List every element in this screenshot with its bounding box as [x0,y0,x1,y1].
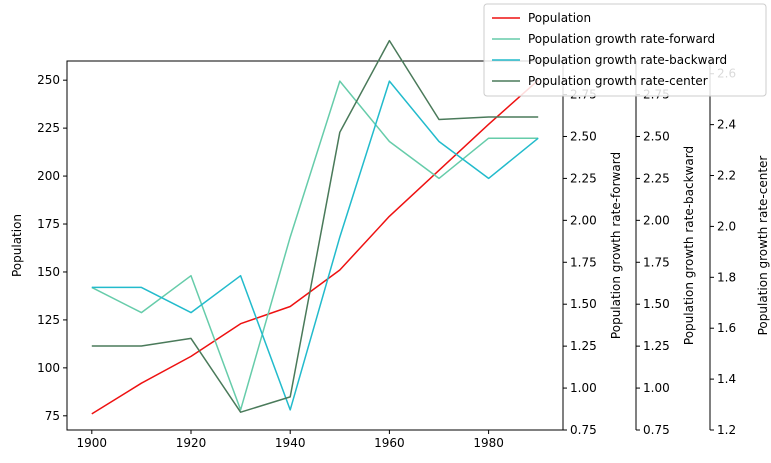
y-tick-label-right1: 1.25 [570,339,597,353]
y-tick-label-right2: 2.50 [643,129,670,143]
y-tick-label-right3: 1.4 [717,372,736,386]
y-tick-label-right3: 1.2 [717,423,736,437]
y-tick-label-left: 225 [37,121,60,135]
y-tick-label-right3: 2.0 [717,219,736,233]
legend-entry: Population [528,11,591,25]
y-tick-label-left: 175 [37,217,60,231]
legend-entry: Population growth rate-forward [528,32,715,46]
x-tick-label: 1920 [176,436,207,450]
y-tick-label-left: 250 [37,73,60,87]
y-tick-label-right2: 1.50 [643,297,670,311]
y-tick-label-right1: 2.25 [570,171,597,185]
y-tick-label-left: 150 [37,265,60,279]
y-tick-label-right2: 2.25 [643,171,670,185]
y-tick-label-right3: 2.4 [717,118,736,132]
y-tick-label-right1: 2.00 [570,213,597,227]
y-tick-label-right2: 1.75 [643,255,670,269]
x-tick-label: 1980 [473,436,504,450]
series-line-4 [91,39,539,413]
y-tick-label-left: 125 [37,313,60,327]
y-tick-label-right1: 1.00 [570,381,597,395]
legend-box [483,3,767,97]
y-tick-label-right1: 0.75 [570,423,597,437]
y-axis-label-left: Population [10,214,24,277]
y-tick-label-right3: 1.8 [717,270,736,284]
y-tick-label-right1: 1.50 [570,297,597,311]
plot-frame [66,60,564,431]
x-tick-label: 1960 [374,436,405,450]
y-tick-label-right1: 2.50 [570,129,597,143]
legend: Population Population growth rate-forward… [483,3,767,97]
y-tick-label-right2: 0.75 [643,423,670,437]
y-tick-label-right2: 1.00 [643,381,670,395]
y-tick-label-right3: 2.2 [717,169,736,183]
y-tick-label-left: 200 [37,169,60,183]
y-axis-label-right2: Population growth rate-backward [682,146,696,345]
y-axis-label-right3: Population growth rate-center [756,156,770,336]
legend-entry: Population growth rate-backward [528,53,727,67]
y-tick-label-right2: 1.25 [643,339,670,353]
series-line-1 [91,79,539,415]
x-tick-label: 1900 [77,436,108,450]
series-line-2 [91,80,539,411]
y-tick-label-left: 75 [45,409,60,423]
axes: 1900 1920 1940 1960 1980 75 100 125 150 175 200 225… [10,61,770,450]
legend-entry: Population growth rate-center [528,74,708,88]
y-tick-label-right2: 2.00 [643,213,670,227]
y-tick-label-left: 100 [37,361,60,375]
y-tick-label-right1: 1.75 [570,255,597,269]
series-lines [91,39,539,415]
y-axis-label-right1: Population growth rate-forward [609,152,623,339]
x-tick-label: 1940 [275,436,306,450]
series-line-3 [91,80,539,411]
y-tick-label-right3: 1.6 [717,321,736,335]
